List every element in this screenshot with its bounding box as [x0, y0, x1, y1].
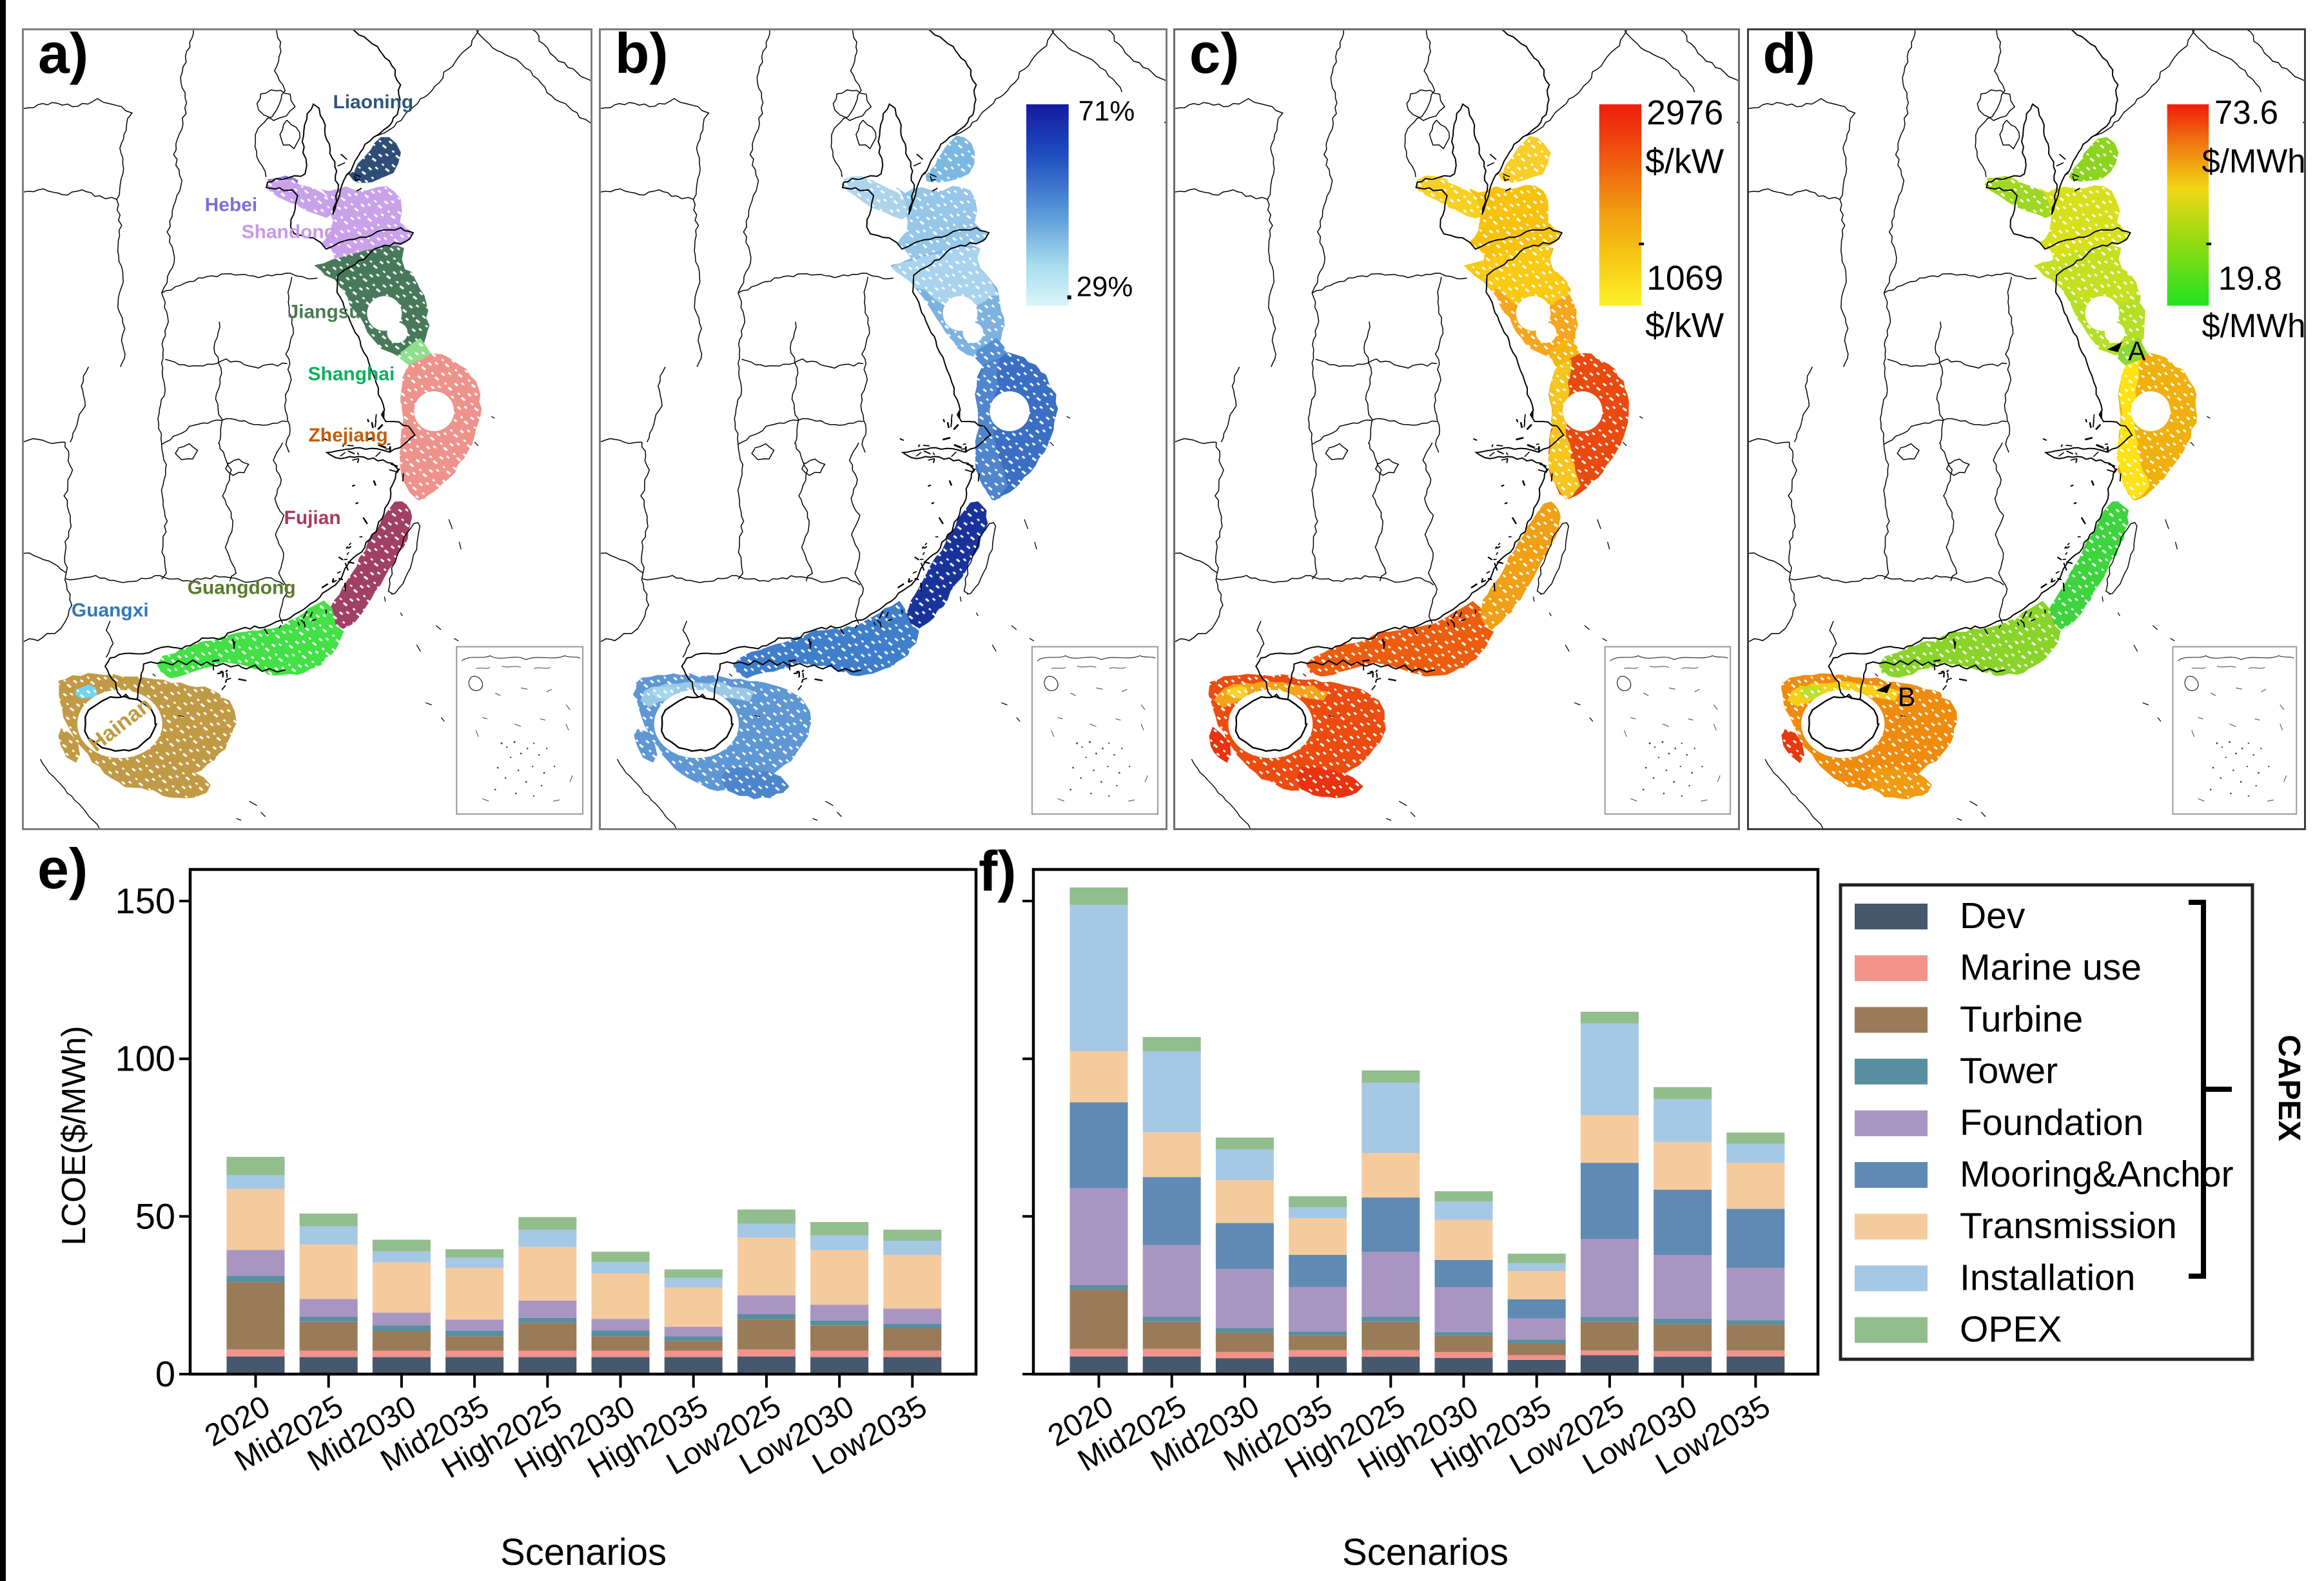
svg-text:Foundation: Foundation — [1960, 1102, 2143, 1143]
svg-text:Scenarios: Scenarios — [500, 1531, 667, 1573]
svg-text:B: B — [1898, 681, 1915, 712]
svg-text:Hebei: Hebei — [205, 195, 258, 216]
svg-text:100: 100 — [115, 1038, 175, 1079]
svg-text:Marine use: Marine use — [1960, 947, 2142, 988]
svg-text:Transmission: Transmission — [1960, 1205, 2177, 1246]
svg-text:71%: 71% — [1079, 95, 1135, 127]
svg-text:1069: 1069 — [1646, 258, 1723, 297]
svg-text:Shanghai: Shanghai — [308, 364, 395, 385]
svg-text:$/kW: $/kW — [1645, 306, 1724, 345]
svg-text:d): d) — [1763, 30, 1815, 85]
svg-text:50: 50 — [135, 1196, 175, 1236]
svg-text:Installation: Installation — [1960, 1257, 2136, 1298]
svg-text:Guangdong: Guangdong — [188, 577, 296, 599]
svg-text:b): b) — [615, 30, 669, 85]
svg-text:29%: 29% — [1077, 271, 1133, 302]
svg-text:Tower: Tower — [1960, 1051, 2058, 1092]
svg-text:Guangxi: Guangxi — [72, 600, 149, 621]
svg-text:Dev: Dev — [1960, 895, 2026, 936]
svg-text:Liaoning: Liaoning — [333, 92, 413, 113]
svg-text:Fujian: Fujian — [284, 507, 341, 529]
svg-text:$/kW: $/kW — [1645, 142, 1724, 180]
svg-text:0: 0 — [155, 1353, 175, 1394]
svg-text:19.8: 19.8 — [2218, 259, 2282, 297]
svg-text:Turbine: Turbine — [1960, 998, 2083, 1040]
svg-text:f): f) — [979, 839, 1017, 903]
svg-text:e): e) — [37, 837, 88, 900]
svg-text:$/MWh: $/MWh — [2202, 307, 2304, 345]
svg-text:Shandong: Shandong — [242, 221, 336, 242]
svg-text:73.6: 73.6 — [2214, 93, 2278, 131]
svg-text:LCOE($/MWh): LCOE($/MWh) — [55, 1026, 93, 1246]
svg-text:Jiangsu: Jiangsu — [288, 301, 361, 322]
svg-text:Zhejiang: Zhejiang — [308, 425, 387, 446]
svg-text:A: A — [2128, 336, 2146, 366]
svg-text:c): c) — [1189, 30, 1240, 85]
svg-text:CAPEX: CAPEX — [2272, 1034, 2306, 1141]
svg-text:2976: 2976 — [1646, 93, 1723, 132]
svg-text:Scenarios: Scenarios — [1342, 1531, 1509, 1573]
svg-text:OPEX: OPEX — [1960, 1309, 2062, 1350]
svg-text:a): a) — [38, 30, 88, 85]
svg-text:150: 150 — [115, 880, 175, 921]
svg-text:$/MWh: $/MWh — [2202, 142, 2304, 180]
svg-text:Mooring&Anchor: Mooring&Anchor — [1960, 1154, 2234, 1195]
